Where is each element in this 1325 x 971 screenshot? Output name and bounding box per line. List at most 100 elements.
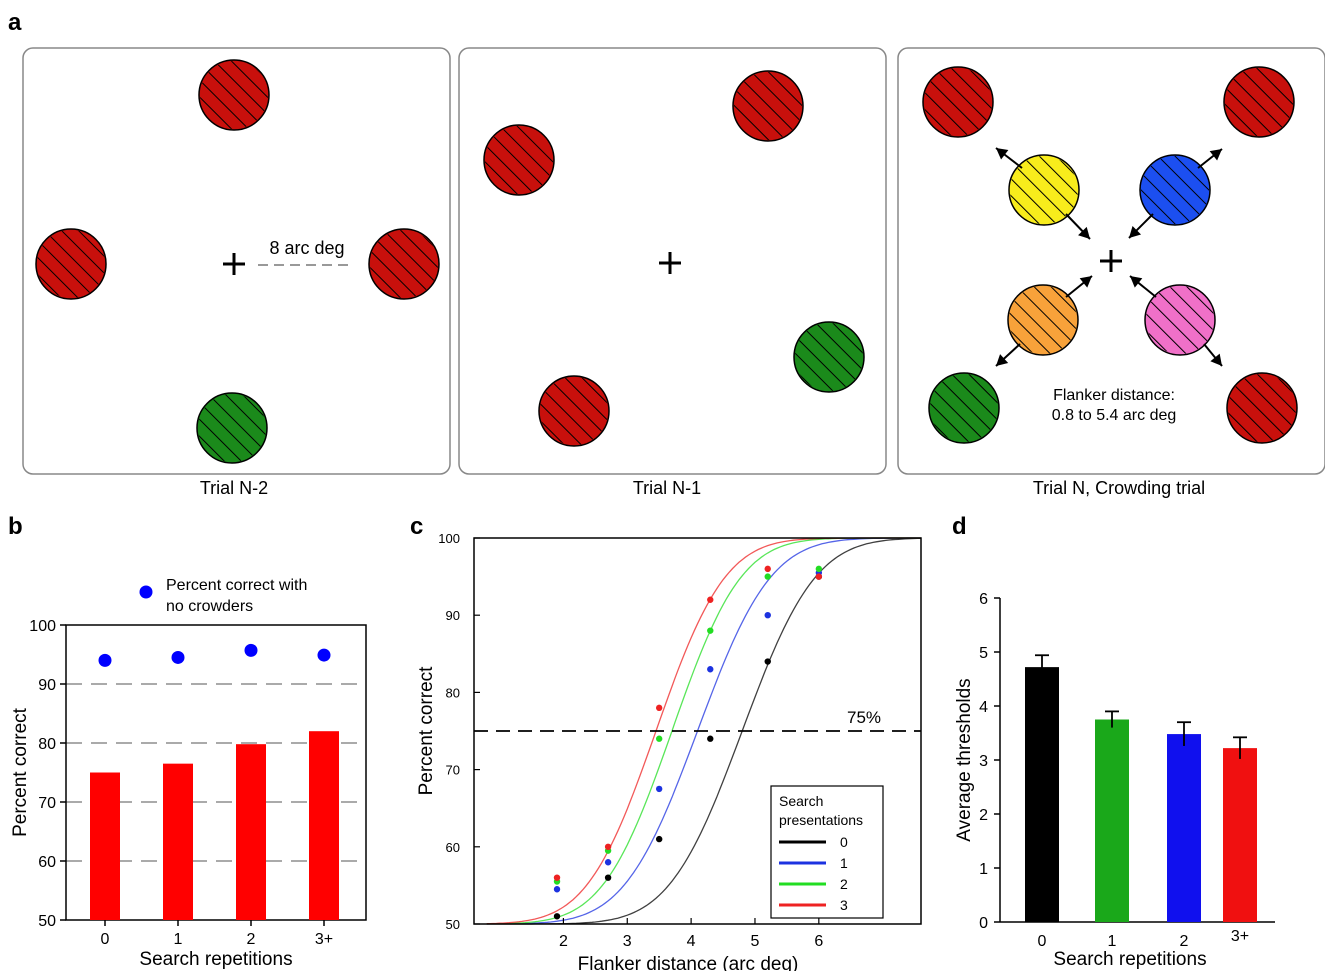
xtick-label-c: 3 <box>623 933 632 950</box>
ytick-label-b: 100 <box>29 618 56 635</box>
legend-label-1: 1 <box>840 855 848 871</box>
ytick-label-c: 70 <box>446 763 460 778</box>
point-no-crowders <box>171 650 185 664</box>
target-disc-top-right <box>732 70 804 142</box>
legend-label-0: 0 <box>840 834 848 850</box>
point-no-crowders <box>317 648 331 662</box>
xtick-label-b: 3+ <box>315 931 333 948</box>
fixation-cross-2 <box>659 252 681 274</box>
bar-b <box>309 731 339 920</box>
ytick-label-d: 2 <box>979 807 988 824</box>
ytick-label-d: 4 <box>979 699 988 716</box>
xtick-label-b: 1 <box>174 931 183 948</box>
point-3 <box>764 565 771 573</box>
xtick-label-d: 1 <box>1108 933 1117 950</box>
point-1 <box>553 886 561 893</box>
chart-d: 0 1 2 3 4 5 6 0 1 2 3+ Search repetitions Average th… <box>954 591 1275 970</box>
legend-label-b-line1: Percent correct with <box>166 577 307 594</box>
legend-label-b-line2: no crowders <box>166 598 253 615</box>
xtick-label-c: 2 <box>559 933 568 950</box>
ytick-label-c: 50 <box>446 917 460 932</box>
bar-d <box>1025 667 1059 922</box>
target-disc-bottom-left <box>538 375 610 447</box>
bar-d <box>1167 734 1201 922</box>
bar-d <box>1095 719 1129 922</box>
legend-title-c-line2: presentations <box>779 812 863 828</box>
chart-b: 50 60 70 80 90 100 0 1 2 3+ Percent correct with no… <box>10 577 367 970</box>
trial-n-label: Trial N, Crowding trial <box>1033 478 1205 498</box>
plot-frame-b <box>65 624 367 921</box>
arrow-orange-in <box>1065 275 1093 298</box>
bar-b <box>163 763 193 920</box>
point-3 <box>655 704 663 712</box>
arrow-pink-out <box>1203 343 1223 367</box>
target-disc-left <box>35 228 107 300</box>
xlabel-d: Search repetitions <box>1053 949 1206 970</box>
flanker-disc-blue <box>1139 154 1211 226</box>
point-2 <box>764 573 771 580</box>
point-1 <box>764 612 771 619</box>
point-0 <box>655 835 663 843</box>
plot-frame-c <box>473 537 922 925</box>
fit-curve-1 <box>486 537 921 925</box>
ytick-label-b: 80 <box>38 736 56 753</box>
panel-b-label: b <box>8 513 23 540</box>
target-disc-ne <box>1223 66 1295 138</box>
ytick-label-c: 90 <box>446 608 460 623</box>
fixation-cross-1 <box>223 253 245 275</box>
target-disc-top-left <box>483 124 555 196</box>
point-0 <box>707 735 714 742</box>
xlabel-c: Flanker distance (arc deg) <box>578 954 799 971</box>
legend-marker-b <box>139 585 153 599</box>
legend-box-c <box>770 785 884 919</box>
panel-a-stimuli <box>35 59 1298 464</box>
arrow-yellow-in <box>1065 213 1091 240</box>
ytick-label-d: 6 <box>979 591 988 608</box>
point-1 <box>604 859 612 866</box>
legend-label-3: 3 <box>840 897 848 913</box>
target-disc-right <box>368 228 440 300</box>
point-3 <box>604 843 612 850</box>
xlabel-b: Search repetitions <box>139 949 292 970</box>
flanker-distance-line2: 0.8 to 5.4 arc deg <box>1052 407 1177 424</box>
ytick-label-c: 60 <box>446 840 460 855</box>
flanker-disc-yellow <box>1008 154 1080 226</box>
xtick-label-d: 0 <box>1038 933 1047 950</box>
xtick-label-d: 2 <box>1180 933 1189 950</box>
point-2 <box>707 627 714 634</box>
ylabel-d: Average thresholds <box>954 678 975 841</box>
point-3 <box>815 573 823 580</box>
point-1 <box>655 785 663 793</box>
bar-d <box>1223 748 1257 922</box>
ylabel-c: Percent correct <box>416 666 437 796</box>
distance-label: 8 arc deg <box>269 238 344 258</box>
arrow-blue-in <box>1128 213 1154 239</box>
point-0 <box>764 658 771 665</box>
point-0 <box>553 913 561 920</box>
target-disc-bottom-right <box>793 321 865 393</box>
arrow-blue-out <box>1197 148 1223 169</box>
target-disc-top <box>198 59 270 131</box>
trial-n2-label: Trial N-2 <box>200 478 268 498</box>
point-no-crowders <box>98 653 112 667</box>
arrow-yellow-out <box>995 147 1023 169</box>
target-disc-sw <box>928 372 1000 444</box>
panel-c-label: c <box>410 513 423 540</box>
ytick-label-d: 3 <box>979 753 988 770</box>
trial-n1-box <box>458 47 887 475</box>
ytick-label-b: 50 <box>38 913 56 930</box>
trial-n2-box <box>22 47 451 475</box>
ylabel-b: Percent correct <box>10 707 31 837</box>
flanker-disc-orange <box>1007 284 1079 356</box>
arrow-pink-in <box>1129 275 1157 298</box>
chart-c: 75% 50 60 70 80 90 100 2 3 4 5 6 Search presentations… <box>416 531 922 971</box>
flanker-disc-pink <box>1144 284 1216 356</box>
arrow-orange-out <box>995 343 1021 367</box>
ytick-label-d: 1 <box>979 861 988 878</box>
point-3 <box>553 874 561 881</box>
point-3 <box>707 596 714 603</box>
bar-b <box>236 744 266 920</box>
point-1 <box>707 666 714 673</box>
point-0 <box>604 874 612 881</box>
xtick-label-c: 5 <box>751 933 760 950</box>
